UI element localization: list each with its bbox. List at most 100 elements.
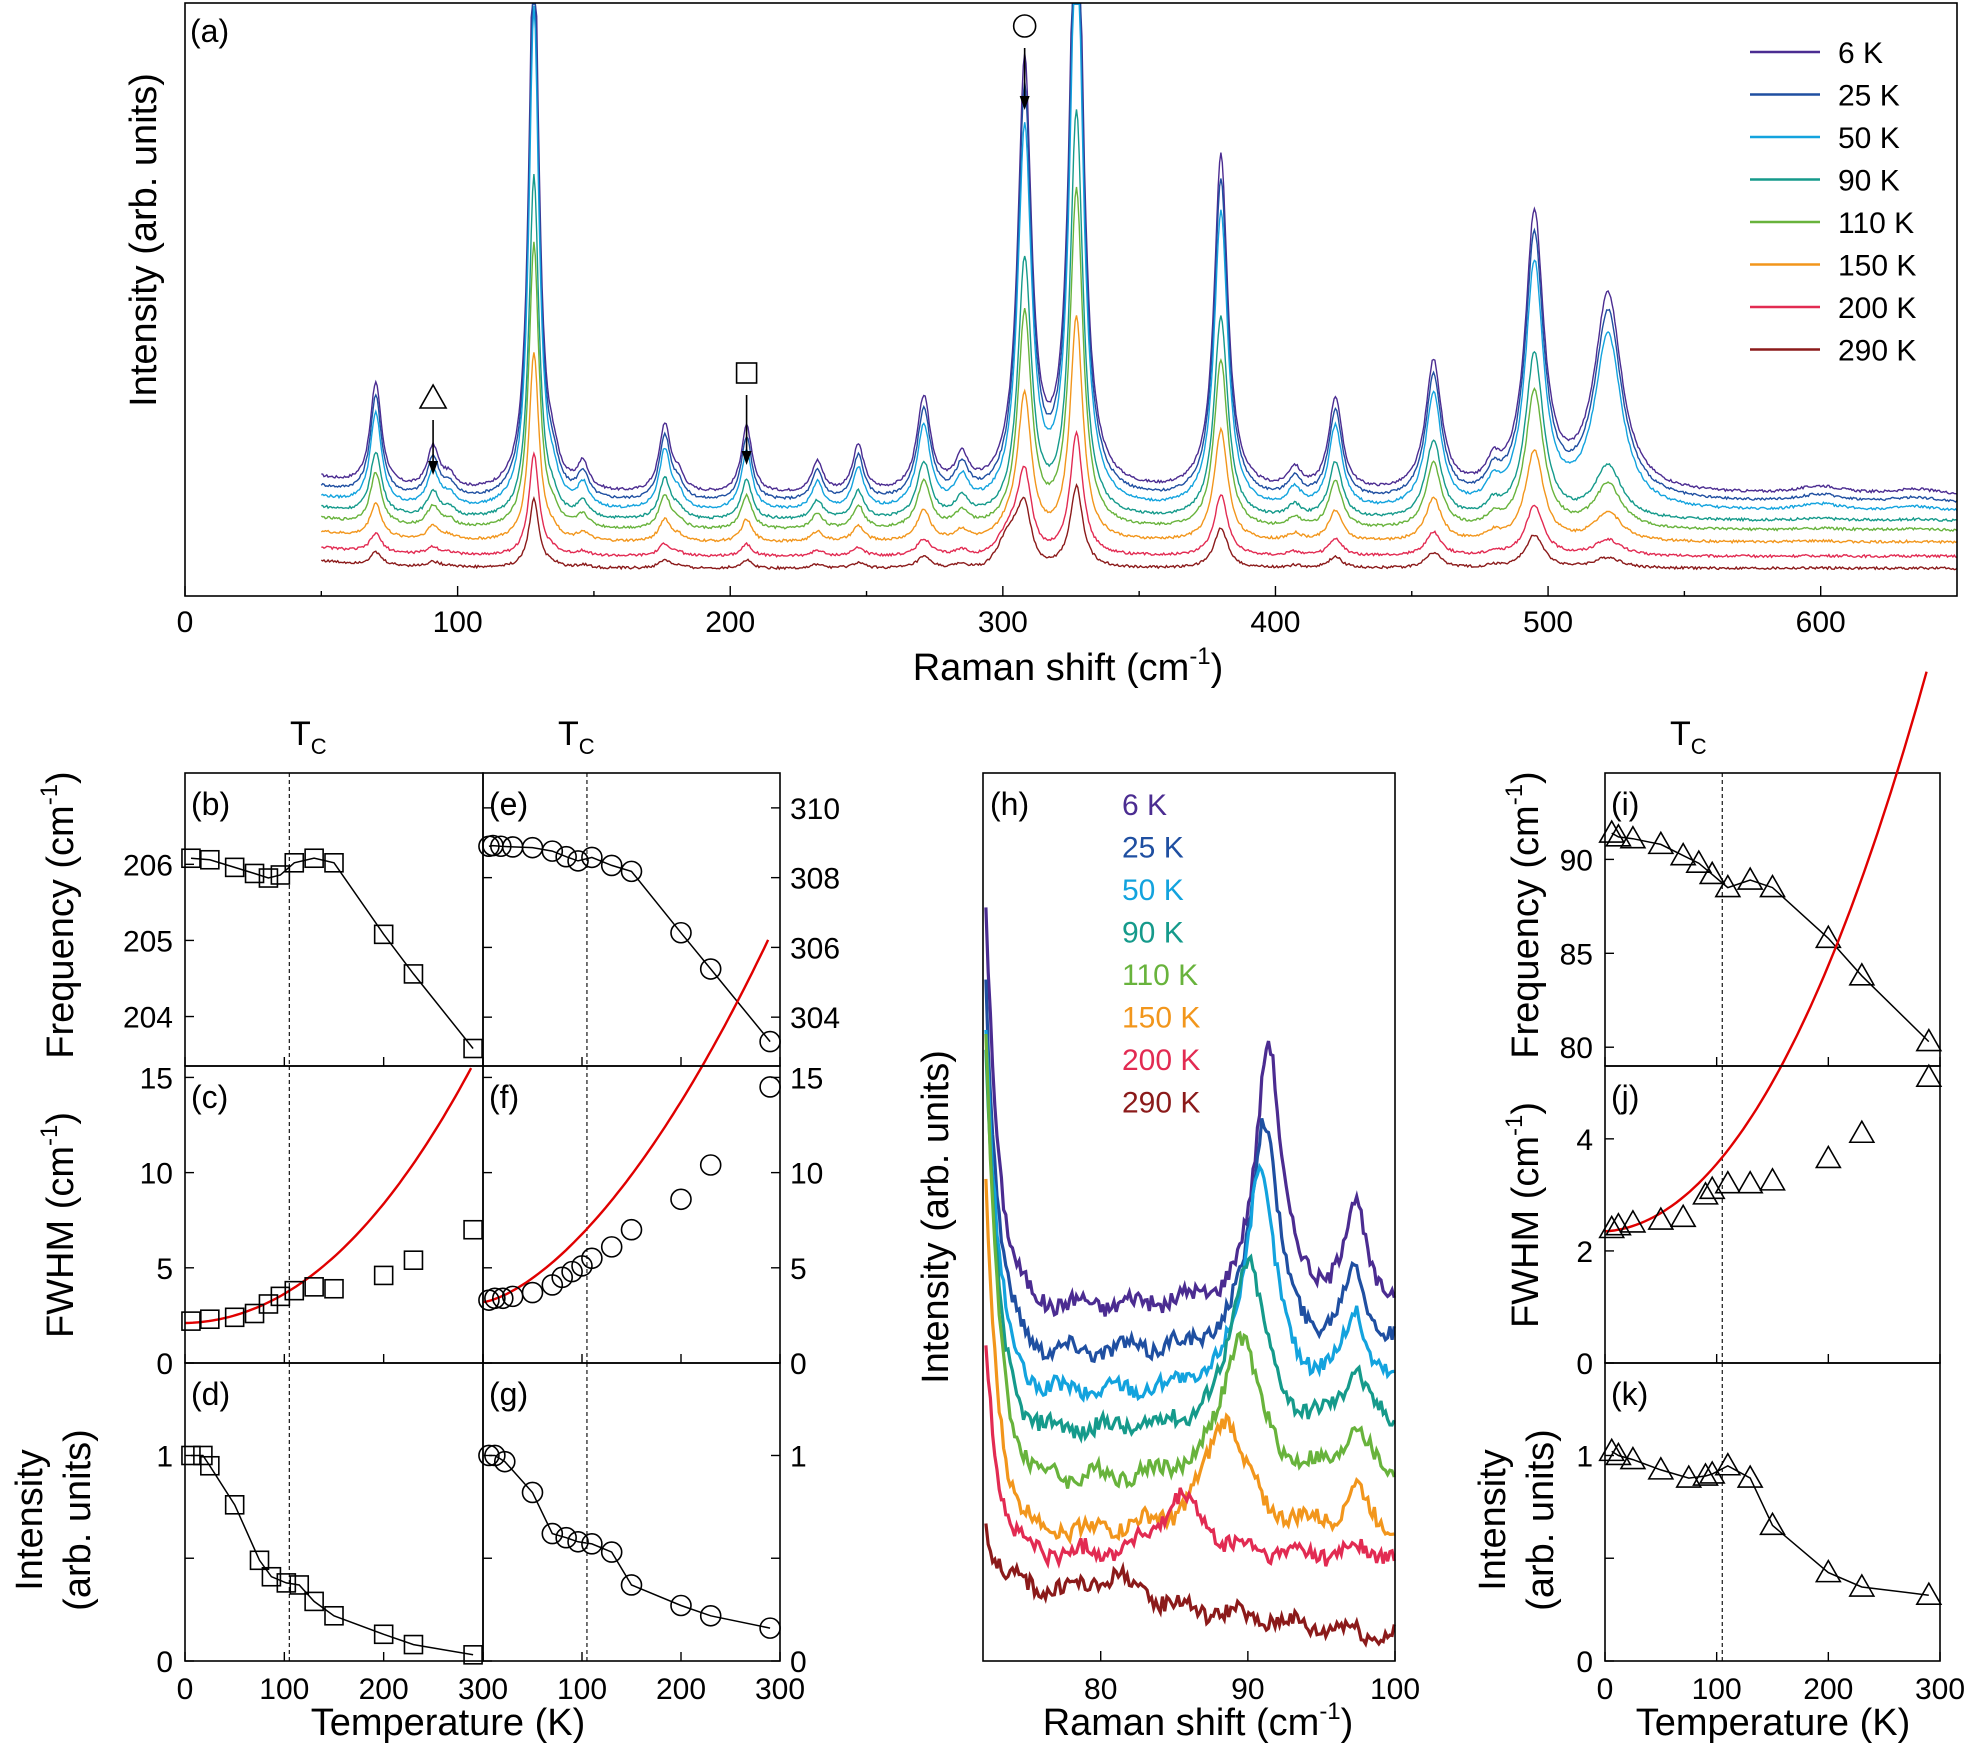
panel-a-x-axis-title: Raman shift (cm-1) xyxy=(913,643,1224,689)
y-tick-label: 5 xyxy=(790,1253,807,1286)
panel-label: (k) xyxy=(1611,1376,1648,1412)
data-point xyxy=(200,849,220,870)
data-point xyxy=(1814,924,1842,949)
data-line xyxy=(1611,1450,1929,1596)
data-point xyxy=(1619,1209,1647,1233)
panel-c-y-axis-title: FWHM (cm-1) xyxy=(36,1112,82,1338)
x-tick-label: 300 xyxy=(1915,1673,1965,1706)
data-point xyxy=(600,1236,623,1258)
data-point xyxy=(541,840,564,862)
data-point xyxy=(1647,830,1675,855)
legend-label-50K: 50 K xyxy=(1122,874,1184,907)
legend-label-6K: 6 K xyxy=(1122,789,1167,822)
y-tick-label: 0 xyxy=(156,1646,173,1679)
data-point xyxy=(261,1566,282,1587)
spectrum-line-290K xyxy=(320,483,1958,571)
panel-b-y-axis-title: Frequency (cm-1) xyxy=(36,771,82,1058)
data-point xyxy=(493,1450,516,1473)
data-point xyxy=(567,1531,589,1553)
y-tick-label: 206 xyxy=(123,849,173,882)
circle-mode-symbol xyxy=(1012,14,1037,38)
data-point xyxy=(600,1541,623,1563)
data-point xyxy=(670,1594,692,1617)
panel-label: (j) xyxy=(1611,1079,1639,1115)
y-tick-label: 0 xyxy=(790,1348,807,1381)
data-point xyxy=(1736,1170,1764,1194)
y-tick-label: 204 xyxy=(123,1002,173,1035)
data-point xyxy=(373,924,394,945)
spectrum-line-110K xyxy=(320,186,1958,533)
x-tick-label: 100 xyxy=(557,1673,607,1706)
data-point xyxy=(463,1038,483,1059)
data-point xyxy=(324,853,344,873)
fit-curve xyxy=(184,1067,473,1325)
data-point xyxy=(1759,1167,1786,1191)
panel-j: 0 2 4 (j) xyxy=(1576,671,1943,1381)
data-point xyxy=(759,1617,781,1639)
y-tick-label: 0 xyxy=(156,1348,173,1381)
data-point xyxy=(224,1307,245,1328)
y-tick-label: 10 xyxy=(140,1158,173,1191)
panel-a-x-ticks: 0 100 200 300 400 500 600 xyxy=(177,586,1846,639)
data-point xyxy=(759,1076,781,1098)
data-line xyxy=(190,857,474,1049)
spectrum-line-50K xyxy=(320,3,1958,512)
panel-k-y-axis-title: Intensity xyxy=(1472,1449,1514,1591)
y-tick-label: 4 xyxy=(1576,1124,1593,1157)
x-tick-label: 300 xyxy=(978,606,1028,639)
data-point xyxy=(1848,962,1876,986)
panel-c: 0 5 10 15 (c) xyxy=(140,1062,484,1381)
y-tick-label: 15 xyxy=(140,1062,173,1095)
x-tick-label: 80 xyxy=(1084,1673,1117,1706)
legend-label-150K: 150 K xyxy=(1122,1002,1200,1035)
data-point xyxy=(284,1280,305,1301)
x-tick-label: 100 xyxy=(1692,1673,1742,1706)
data-point xyxy=(600,854,623,877)
legend-label-200K: 200 K xyxy=(1122,1044,1200,1077)
data-point xyxy=(491,1287,514,1310)
legend-label-110K: 110 K xyxy=(1122,959,1198,992)
spectrum-line-290K xyxy=(984,1523,1396,1648)
data-point xyxy=(289,1575,310,1595)
data-point xyxy=(276,1573,297,1593)
panel-frame xyxy=(482,1065,781,1364)
spectrum-line-90K xyxy=(984,1049,1396,1444)
x-tick-label: 400 xyxy=(1250,606,1300,639)
panel-i-y-axis-title: Frequency (cm-1) xyxy=(1501,771,1547,1058)
data-point xyxy=(1605,1441,1632,1466)
data-point xyxy=(304,1591,324,1612)
y-tick-label: 205 xyxy=(123,925,173,958)
data-line xyxy=(191,1454,474,1656)
panel-d-x-axis-title: Temperature (K) xyxy=(311,1702,586,1744)
y-tick-label: 0 xyxy=(1576,1646,1593,1679)
panel-label: (i) xyxy=(1611,786,1639,822)
panel-a-legend: 6 K 25 K 50 K 90 K 110 K 150 K 200 K 290 K xyxy=(1750,37,1916,368)
x-tick-label: 200 xyxy=(705,606,755,639)
data-point xyxy=(270,865,291,885)
y-tick-label: 5 xyxy=(156,1253,173,1286)
data-point xyxy=(699,1154,722,1176)
y-tick-label: 1 xyxy=(790,1440,807,1473)
y-tick-label: 10 xyxy=(790,1158,823,1191)
legend-label: 200 K xyxy=(1838,292,1916,325)
spectrum-line-110K xyxy=(984,1033,1396,1489)
y-tick-label: 80 xyxy=(1560,1032,1593,1065)
panel-b: 204 205 206 (b) xyxy=(123,772,484,1067)
spectrum-line-50K xyxy=(984,1029,1395,1403)
spectrum-line-90K xyxy=(321,109,1958,523)
spectrum-line-25K xyxy=(320,3,1958,503)
data-point xyxy=(1685,849,1713,873)
panel-k-y-axis-title-2: (arb. units) xyxy=(1520,1429,1562,1611)
y-tick-label: 306 xyxy=(790,932,840,965)
square-mode-symbol xyxy=(735,362,758,384)
data-point xyxy=(1915,1027,1943,1052)
data-point xyxy=(1759,1511,1786,1536)
data-point xyxy=(541,1522,564,1545)
panel-h-y-axis-title: Intensity (arb. units) xyxy=(915,1050,957,1384)
data-point xyxy=(521,1281,544,1304)
data-point xyxy=(244,863,265,884)
data-point xyxy=(258,1294,279,1314)
panel-a-label: (a) xyxy=(190,13,229,49)
fit-curve xyxy=(1604,671,1928,1233)
x-tick-label: 100 xyxy=(433,606,483,639)
